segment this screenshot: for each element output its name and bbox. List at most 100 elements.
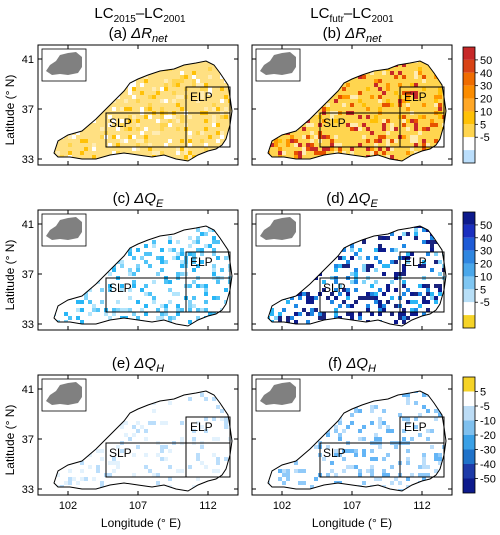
colorbar-swatch	[463, 59, 475, 73]
colorbar-tick-label: 20	[480, 259, 492, 271]
colorbar-swatch	[463, 98, 475, 112]
colorbar-swatch	[463, 72, 475, 86]
y-axis-label-row1: Latitude (° N)	[3, 75, 17, 146]
colorbar-swatch	[463, 111, 475, 125]
colorbar-tick-label: -5	[480, 297, 490, 309]
elp-label: ELP	[404, 420, 427, 434]
colorbar-swatch	[463, 124, 475, 138]
colorbar-swatch	[463, 420, 475, 435]
panel-grid: ELP SLP (a) ΔRnet 41 37 33 ELP SLP (b) ΔRnet ELP S…	[22, 25, 453, 512]
colorbar-tick-label: -20	[480, 430, 496, 442]
colorbar-swatch	[463, 150, 475, 163]
slp-label: SLP	[323, 116, 346, 130]
colorbar-tick-label: 30	[480, 246, 492, 258]
y-tick-label: 33	[22, 319, 34, 331]
inset-region	[46, 52, 82, 75]
colorbar-swatch	[463, 464, 475, 479]
slp-label: SLP	[323, 281, 346, 295]
slp-box	[105, 112, 231, 148]
colorbar-swatch	[463, 406, 475, 421]
y-axis-label-row3: Latitude (° N)	[3, 405, 17, 476]
slp-box	[105, 442, 231, 478]
colorbar-swatch	[463, 377, 475, 392]
colorbar-swatch	[463, 250, 475, 264]
y-tick-label: 41	[22, 219, 34, 231]
y-tick-label: 37	[22, 434, 34, 446]
colorbar-swatch	[463, 435, 475, 450]
colorbar-swatch	[463, 263, 475, 277]
map-panel-e: ELP SLP (e) ΔQH 41 37 33 102 107 112	[22, 355, 239, 512]
colorbar-tick-label: -30	[480, 445, 496, 457]
slp-box	[105, 277, 231, 313]
colorbar-swatch	[463, 289, 475, 303]
x-tick-label: 107	[129, 500, 147, 512]
x-tick-label: 112	[199, 500, 217, 512]
colorbar-tick-label: -50	[480, 474, 496, 486]
slp-box	[319, 112, 445, 148]
colorbar-tick-label: 10	[480, 106, 492, 118]
x-tick-label: 102	[273, 500, 291, 512]
colorbar-swatch	[463, 224, 475, 238]
colorbar-tick-label: -40	[480, 459, 496, 471]
colorbar-swatch	[463, 391, 475, 406]
colorbar-swatch	[463, 302, 475, 316]
inset-region	[46, 382, 82, 405]
colorbar-tick-label: 50	[480, 55, 492, 67]
colorbar-row-3: 5 -5 -10 -20 -30 -40 -50	[462, 376, 496, 494]
map-panel-f: ELP SLP (f) ΔQH 102 107 112	[251, 355, 453, 512]
colorbar-frame	[462, 211, 476, 329]
y-axis-label-row2: Latitude (° N)	[3, 240, 17, 311]
colorbar-swatch	[463, 212, 475, 225]
inset-region	[260, 52, 296, 75]
panel-title: (e) ΔQH	[112, 355, 164, 375]
elp-label: ELP	[404, 255, 427, 269]
colorbar-tick-label: 30	[480, 81, 492, 93]
x-tick-label: 112	[413, 500, 431, 512]
colorbar-tick-label: 50	[480, 220, 492, 232]
elp-label: ELP	[190, 90, 213, 104]
colorbar-swatch	[463, 47, 475, 60]
y-tick-label: 37	[22, 104, 34, 116]
panel-title: (f) ΔQH	[328, 355, 376, 375]
colorbar-swatch	[463, 276, 475, 290]
panel-title: (b) ΔRnet	[323, 25, 383, 45]
y-tick-label: 33	[22, 484, 34, 496]
colorbar-tick-label: 5	[480, 387, 486, 399]
slp-label: SLP	[109, 446, 132, 460]
colorbar-tick-label: -10	[480, 416, 496, 428]
colorbar-tick-label: 40	[480, 233, 492, 245]
y-tick-label: 41	[22, 384, 34, 396]
column-header-right: LCfutr–LC2001	[310, 5, 394, 25]
map-panel-a: ELP SLP (a) ΔRnet 41 37 33	[22, 25, 239, 166]
slp-label: SLP	[109, 116, 132, 130]
elp-label: ELP	[190, 420, 213, 434]
column-header-left: LC2015–LC2001	[94, 5, 186, 25]
colorbar-tick-label: 40	[480, 68, 492, 80]
colorbar-tick-label: -5	[480, 401, 490, 413]
x-tick-label: 102	[59, 500, 77, 512]
elp-label: ELP	[404, 90, 427, 104]
y-tick-label: 33	[22, 154, 34, 166]
panel-title: (c) ΔQE	[113, 190, 164, 210]
x-tick-label: 107	[343, 500, 361, 512]
colorbar-tick-label: 20	[480, 94, 492, 106]
colorbar-swatch	[463, 237, 475, 251]
slp-label: SLP	[109, 281, 132, 295]
colorbar-tick-label: 5	[480, 119, 486, 131]
colorbar-swatch	[463, 85, 475, 99]
elp-label: ELP	[190, 255, 213, 269]
colorbar-tick-label: 10	[480, 271, 492, 283]
map-panel-c: ELP SLP (c) ΔQE 41 37 33	[22, 190, 239, 331]
y-tick-label: 41	[22, 54, 34, 66]
map-panel-d: ELP SLP (d) ΔQE	[251, 190, 453, 331]
inset-region	[46, 217, 82, 240]
map-panel-b: ELP SLP (b) ΔRnet	[251, 25, 453, 166]
colorbar-swatch	[463, 137, 475, 151]
inset-region	[260, 217, 296, 240]
panel-title: (a) ΔRnet	[109, 25, 169, 45]
inset-region	[260, 382, 296, 405]
colorbar-tick-label: 5	[480, 284, 486, 296]
